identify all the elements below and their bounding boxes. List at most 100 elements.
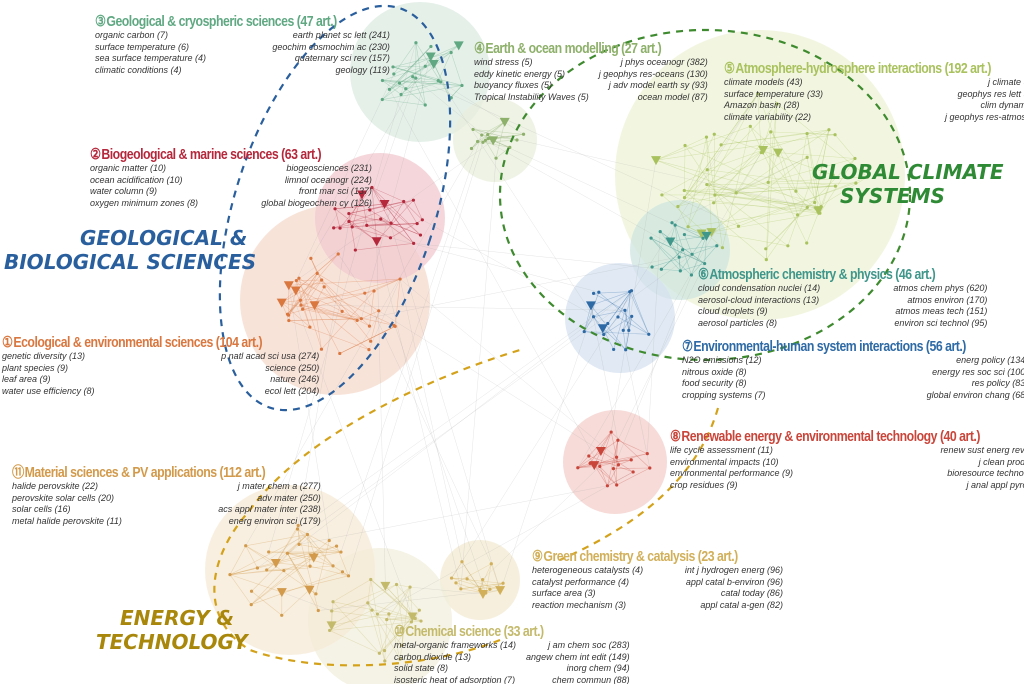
network-edge [337, 253, 365, 294]
network-edge [394, 279, 401, 327]
network-edge [766, 103, 778, 260]
network-edge [677, 149, 764, 207]
cluster-title-text: Chemical science (33 art.) [405, 623, 544, 640]
network-edge [607, 440, 619, 486]
network-node [417, 608, 421, 612]
network-edge [607, 290, 632, 324]
network-node [480, 133, 484, 137]
network-node [308, 564, 312, 568]
network-edge [300, 278, 401, 306]
network-node [308, 553, 319, 563]
network-edge [711, 157, 808, 233]
cluster-lists: climate models (43) surface temperature (… [724, 77, 1024, 123]
network-edge [617, 316, 649, 335]
network-edge [706, 184, 820, 214]
network-node [276, 298, 287, 308]
network-edge [451, 561, 463, 579]
network-edge [340, 134, 482, 553]
network-edge [422, 219, 608, 324]
network-node [647, 332, 651, 336]
network-edge [229, 565, 311, 575]
keyword-list: life cycle assessment (11) environmental … [670, 445, 793, 491]
journal-item: appl catal a-gen (82) [700, 599, 783, 610]
network-edge [331, 610, 412, 623]
network-edge [310, 258, 318, 274]
network-edge [314, 305, 341, 354]
network-node [670, 221, 674, 225]
network-node [413, 616, 417, 621]
journal-item: geochim cosmochim ac (230) [272, 41, 390, 52]
network-node [385, 617, 389, 622]
network-edge [661, 268, 681, 272]
network-edge [691, 238, 704, 255]
network-node [676, 204, 680, 209]
network-edge [482, 579, 491, 590]
network-edge [806, 133, 822, 207]
network-node [813, 200, 817, 205]
network-edge [317, 273, 379, 312]
network-node [297, 276, 301, 280]
network-edge [625, 349, 651, 469]
network-edge [451, 577, 490, 590]
journal-list: renew sust energ rev (142)j clean prod (… [940, 445, 1024, 491]
network-edge [415, 77, 439, 81]
network-node [478, 587, 482, 591]
network-edge [711, 212, 820, 233]
network-edge [479, 579, 483, 590]
network-edge [392, 66, 439, 81]
network-node [602, 332, 606, 337]
keyword-item: eddy kinetic energy (5) [474, 68, 566, 79]
network-edge [351, 194, 363, 227]
keyword-item: cloud condensation nuclei (14) [698, 283, 821, 293]
network-edge [797, 202, 815, 216]
network-node [297, 542, 301, 546]
network-node [388, 236, 393, 240]
network-edge [389, 89, 600, 467]
network-node [428, 60, 439, 70]
network-node [280, 613, 284, 617]
network-node [831, 173, 835, 177]
cluster-title: ⑧Renewable energy & environmental techno… [670, 428, 980, 445]
network-node [853, 156, 857, 161]
group-label-line: ENERGY & [120, 606, 234, 630]
cluster-number: ⑪ [12, 464, 24, 481]
network-node [375, 612, 379, 616]
network-edge [384, 619, 388, 662]
network-edge [245, 534, 308, 547]
journal-list: biogeosciences (231) limnol oceanogr (224… [261, 163, 372, 209]
network-node [299, 303, 303, 307]
network-edge [352, 222, 392, 228]
network-edge [738, 176, 868, 227]
network-node [270, 558, 281, 568]
network-edge [706, 182, 856, 185]
network-edge [661, 194, 723, 248]
network-edge [670, 235, 707, 242]
network-edge [339, 326, 396, 354]
network-edge [382, 80, 462, 86]
network-edge [323, 286, 343, 312]
network-edge [403, 201, 423, 221]
network-edge [281, 279, 322, 303]
network-node [333, 207, 337, 211]
network-node [614, 455, 619, 459]
network-edge [382, 76, 413, 100]
network-edge [331, 584, 397, 626]
journal-item: environ sci technol (95) [894, 317, 988, 328]
network-edge [688, 208, 817, 228]
network-node [367, 324, 372, 328]
network-node [339, 550, 343, 554]
network-edge [281, 302, 358, 321]
network-node [276, 588, 287, 598]
network-edge [288, 285, 413, 617]
network-node [629, 458, 633, 462]
network-edge [584, 331, 649, 335]
network-edge [329, 609, 373, 631]
network-edge [650, 237, 705, 264]
keyword-item: environmental performance (9) [670, 468, 794, 478]
network-node [481, 140, 485, 144]
journal-item: j clean prod (112) [978, 456, 1024, 467]
network-edge [336, 545, 349, 576]
network-node [805, 205, 809, 210]
network-edge [229, 574, 282, 593]
journal-item: j geophys res-atmos (717) [944, 111, 1024, 122]
